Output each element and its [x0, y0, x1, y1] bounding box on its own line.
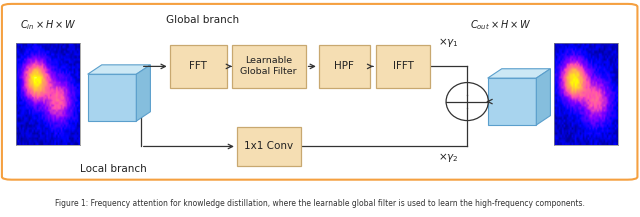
- Polygon shape: [536, 69, 550, 125]
- Text: 1x1 Conv: 1x1 Conv: [244, 141, 293, 151]
- Polygon shape: [488, 69, 550, 78]
- FancyBboxPatch shape: [170, 45, 227, 88]
- FancyBboxPatch shape: [376, 45, 430, 88]
- Polygon shape: [488, 78, 536, 125]
- Text: $\times\gamma_1$: $\times\gamma_1$: [438, 36, 460, 49]
- Text: HPF: HPF: [334, 61, 355, 71]
- Text: IFFT: IFFT: [393, 61, 413, 71]
- Polygon shape: [136, 65, 150, 121]
- Text: Local branch: Local branch: [80, 164, 147, 174]
- FancyBboxPatch shape: [237, 127, 301, 166]
- Polygon shape: [88, 74, 136, 121]
- Text: Learnable
Global Filter: Learnable Global Filter: [241, 56, 297, 76]
- Polygon shape: [88, 65, 150, 74]
- Text: Global branch: Global branch: [166, 15, 239, 25]
- Text: $\times\gamma_2$: $\times\gamma_2$: [438, 151, 459, 164]
- Text: $C_{in} \times H \times W$: $C_{in} \times H \times W$: [20, 18, 77, 32]
- FancyBboxPatch shape: [2, 4, 637, 180]
- Text: Figure 1: Frequency attention for knowledge distillation, where the learnable gl: Figure 1: Frequency attention for knowle…: [55, 199, 585, 208]
- FancyBboxPatch shape: [319, 45, 370, 88]
- Text: $C_{out} \times H \times W$: $C_{out} \times H \times W$: [470, 18, 532, 32]
- Text: FFT: FFT: [189, 61, 207, 71]
- FancyBboxPatch shape: [232, 45, 306, 88]
